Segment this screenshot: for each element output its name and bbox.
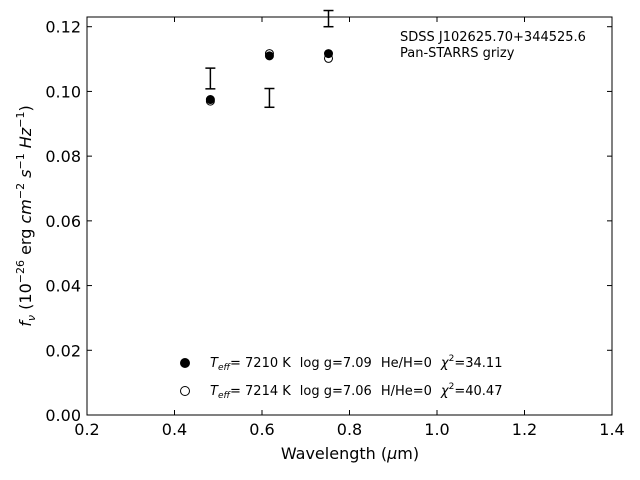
x-tick-label: 0.4 (162, 420, 187, 439)
legend-marker-open (180, 386, 190, 396)
y-tick-label: 0.10 (45, 82, 81, 101)
y-tick-label: 0.08 (45, 147, 81, 166)
y-tick-label: 0.02 (45, 341, 81, 360)
model-point-filled (324, 49, 333, 59)
axis-ticks: 0.2 0.4 0.6 0.8 1.0 1.2 1.4 0.00 0.02 0.04 0.06 0.0… (45, 17, 625, 439)
x-tick-label: 1.0 (424, 420, 449, 439)
legend-marker-filled (180, 358, 190, 368)
annotation-survey: Pan-STARRS grizy (400, 46, 515, 61)
data-marks (205, 9, 334, 109)
x-tick-label: 1.2 (512, 420, 537, 439)
model-point-filled (205, 95, 215, 105)
y-tick-label: 0.04 (45, 277, 81, 296)
y-tick-label: 0.12 (45, 18, 81, 37)
model-point-filled (264, 51, 274, 61)
x-axis-label: Wavelength (μm) (281, 444, 419, 463)
error-bar (205, 67, 216, 90)
y-tick-label: 0.06 (45, 212, 81, 231)
error-bar (264, 87, 275, 109)
x-tick-label: 0.8 (337, 420, 362, 439)
annotation-object: SDSS J102625.70+344525.6 (400, 30, 586, 45)
x-tick-label: 0.2 (74, 420, 99, 439)
y-axis-label: fν (10−26 erg cm−2 s−1 Hz−1) (14, 105, 38, 326)
x-tick-label: 1.4 (599, 420, 624, 439)
y-tick-label: 0.00 (45, 406, 81, 425)
x-tick-label: 0.6 (249, 420, 274, 439)
error-bar (323, 9, 334, 28)
